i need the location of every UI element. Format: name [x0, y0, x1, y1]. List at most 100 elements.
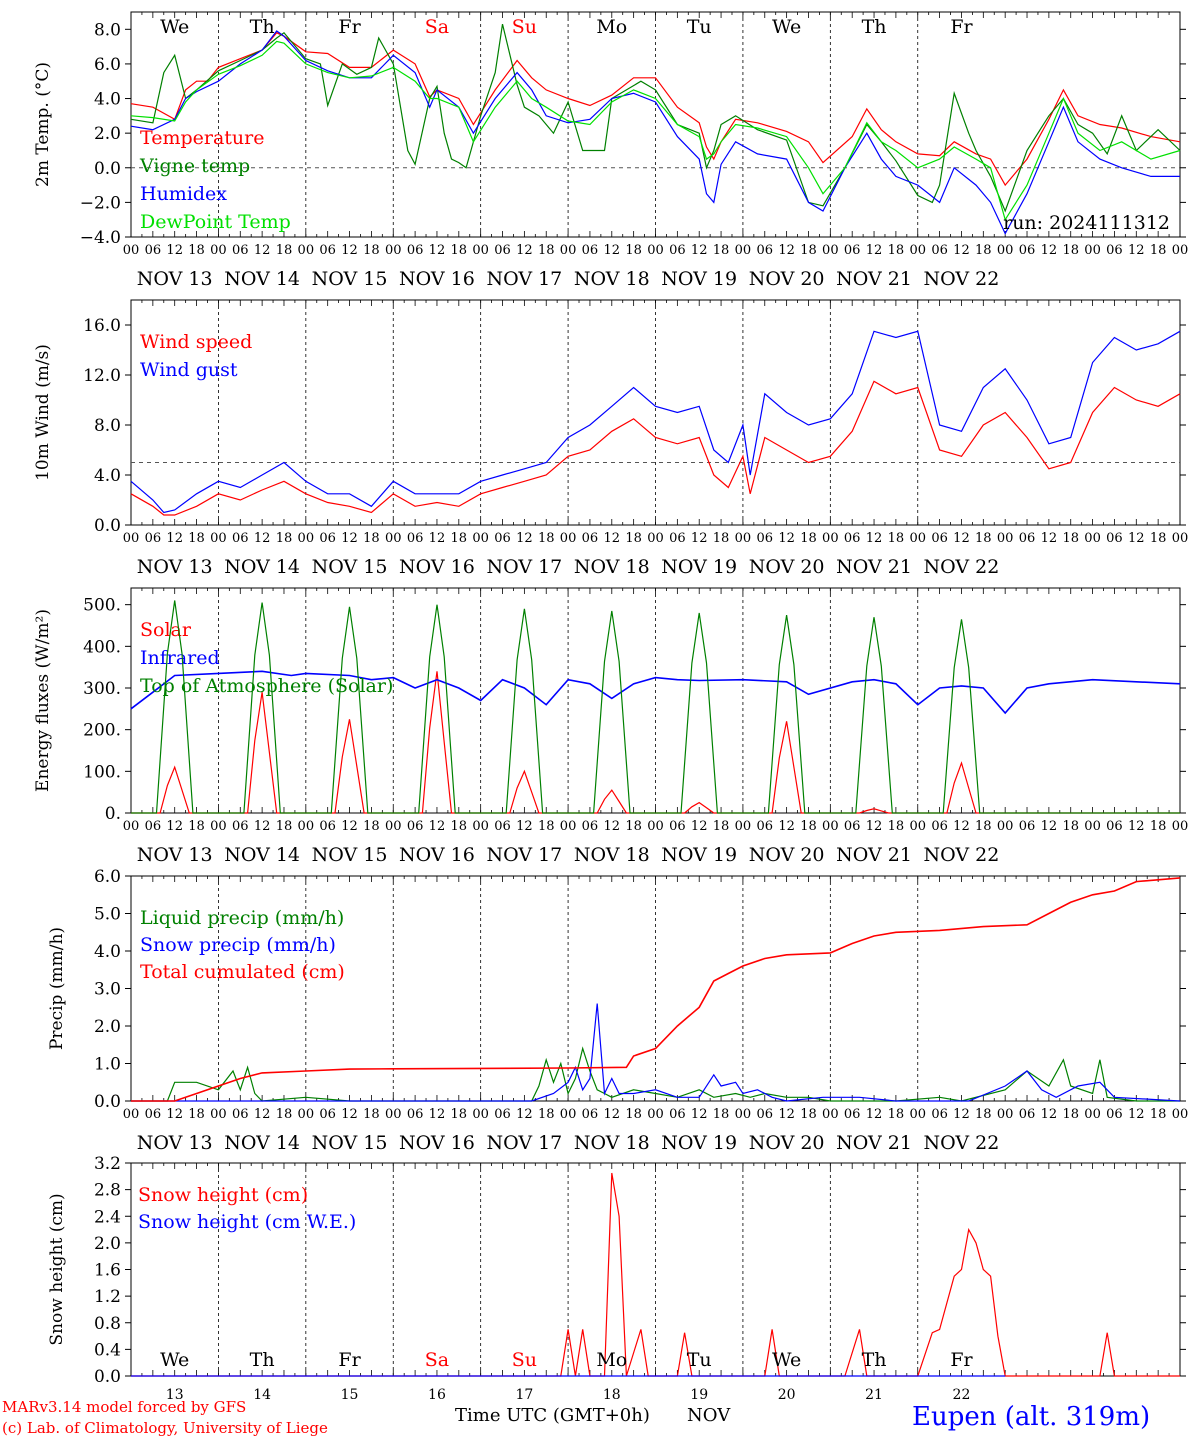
- hour-label: 12: [604, 243, 621, 258]
- series-line: [131, 877, 1181, 1102]
- date-label: NOV 13: [137, 268, 213, 290]
- hour-label: 06: [844, 531, 861, 546]
- weekday-label: Su: [512, 1349, 537, 1371]
- chart-panel-2: 16.0 12.0 8.0 4.0 0.0 10m Wind (m/s) Wind spee…: [33, 299, 1188, 578]
- hour-label: 06: [145, 243, 162, 258]
- hour-label: 00: [298, 243, 315, 258]
- hour-label: 00: [210, 531, 227, 546]
- day-number-label: 15: [341, 1387, 359, 1403]
- y-tick-label: 3.2: [94, 1154, 121, 1174]
- y-tick-label: 400.: [83, 637, 121, 657]
- date-label: NOV 19: [661, 844, 737, 866]
- hour-label: 12: [254, 531, 271, 546]
- hour-label: 12: [341, 1107, 358, 1122]
- hour-label: 06: [232, 531, 249, 546]
- hour-label: 18: [1150, 819, 1167, 834]
- hour-label: 06: [669, 531, 686, 546]
- hour-label: 06: [232, 819, 249, 834]
- hour-label: 12: [341, 531, 358, 546]
- hour-label: 00: [735, 1107, 752, 1122]
- hour-label: 12: [516, 819, 533, 834]
- hour-label: 18: [713, 243, 730, 258]
- series-line: [131, 1003, 1181, 1102]
- y-tick-label: 8.0: [94, 416, 121, 436]
- series-line: [130, 40, 1181, 222]
- hour-label: 18: [625, 243, 642, 258]
- hour-label: 18: [451, 819, 468, 834]
- hour-label: 00: [647, 819, 664, 834]
- hour-label: 06: [145, 819, 162, 834]
- y-tick-label: 0.0: [94, 159, 121, 179]
- date-label: NOV 14: [224, 268, 300, 290]
- date-label: NOV 17: [486, 556, 562, 578]
- hour-label: 12: [341, 243, 358, 258]
- y-tick-label: 1.6: [94, 1261, 121, 1281]
- weekday-label: Th: [862, 16, 887, 38]
- hour-label: 12: [866, 531, 883, 546]
- hour-label: 18: [276, 243, 293, 258]
- hour-label: 06: [844, 243, 861, 258]
- hour-label: 00: [560, 531, 577, 546]
- weekday-label: Mo: [596, 1349, 627, 1371]
- hour-label: 12: [1128, 531, 1145, 546]
- y-tick-label: 0.0: [94, 1367, 121, 1387]
- date-label: NOV 20: [749, 844, 825, 866]
- legend-entry: Total cumulated (cm): [140, 961, 345, 983]
- date-label: NOV 22: [924, 268, 1000, 290]
- run-label: run: 2024111312: [1003, 212, 1170, 234]
- hour-label: 06: [319, 819, 336, 834]
- hour-label: 00: [822, 531, 839, 546]
- y-tick-label: 2.8: [94, 1181, 121, 1201]
- hour-label: 12: [691, 531, 708, 546]
- hour-label: 06: [756, 819, 773, 834]
- y-tick-label: 1.2: [94, 1287, 121, 1307]
- y-axis-label: Energy fluxes (W/m²): [33, 609, 53, 792]
- hour-label: 00: [472, 819, 489, 834]
- hour-label: 12: [1128, 1107, 1145, 1122]
- hour-label: 12: [429, 243, 446, 258]
- legend-entry: Humidex: [140, 183, 227, 205]
- hour-label: 06: [931, 819, 948, 834]
- hour-label: 12: [691, 819, 708, 834]
- hour-label: 18: [713, 531, 730, 546]
- y-tick-label: 300.: [83, 679, 121, 699]
- hour-label: 00: [997, 819, 1014, 834]
- hour-label: 12: [1041, 1107, 1058, 1122]
- hour-label: 18: [625, 1107, 642, 1122]
- weekday-label: Fr: [338, 16, 361, 38]
- hour-label: 06: [319, 531, 336, 546]
- day-number-label: 22: [953, 1387, 971, 1403]
- series-line: [130, 670, 1181, 715]
- legend-entry: Infrared: [140, 647, 220, 669]
- date-label: NOV 18: [574, 556, 650, 578]
- hour-label: 06: [1019, 1107, 1036, 1122]
- hour-label: 06: [232, 1107, 249, 1122]
- date-label: NOV 18: [574, 1132, 650, 1154]
- weekday-label: We: [772, 1349, 801, 1371]
- hour-label: 00: [1084, 819, 1101, 834]
- y-tick-label: 0.0: [94, 1092, 121, 1112]
- date-label: NOV 13: [137, 1132, 213, 1154]
- hour-label: 18: [800, 243, 817, 258]
- hour-label: 18: [363, 243, 380, 258]
- hour-label: 12: [866, 1107, 883, 1122]
- hour-label: 00: [123, 819, 140, 834]
- date-label: NOV 16: [399, 268, 475, 290]
- date-label: NOV 21: [836, 844, 912, 866]
- day-number-label: 16: [428, 1387, 446, 1403]
- hour-label: 12: [254, 243, 271, 258]
- hour-label: 06: [407, 243, 424, 258]
- date-label: NOV 22: [924, 556, 1000, 578]
- date-label: NOV 19: [661, 556, 737, 578]
- date-label: NOV 14: [224, 556, 300, 578]
- series-line: [130, 380, 1181, 516]
- hour-label: 06: [756, 243, 773, 258]
- hour-label: 18: [1062, 819, 1079, 834]
- weekday-label: We: [160, 16, 189, 38]
- y-axis-label: Precip (mm/h): [47, 927, 67, 1050]
- hour-label: 00: [385, 819, 402, 834]
- date-label: NOV 17: [486, 268, 562, 290]
- hour-label: 18: [888, 1107, 905, 1122]
- hour-label: 00: [123, 243, 140, 258]
- hour-label: 18: [538, 531, 555, 546]
